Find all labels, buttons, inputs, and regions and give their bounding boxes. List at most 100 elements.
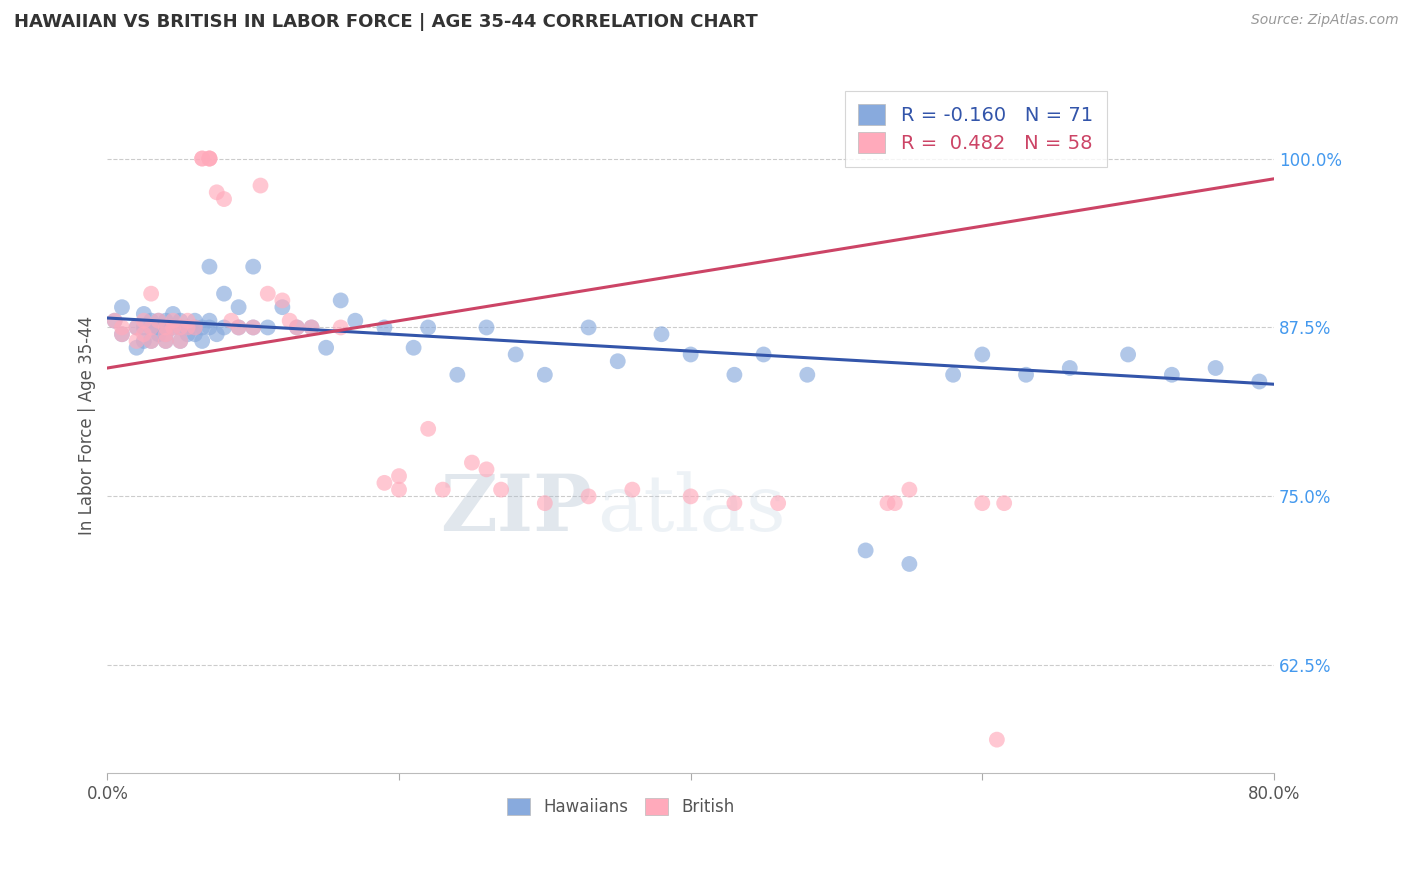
Point	[796, 368, 818, 382]
Point	[650, 327, 672, 342]
Point	[329, 320, 352, 334]
Point	[766, 496, 789, 510]
Point	[155, 327, 177, 342]
Point	[169, 314, 191, 328]
Point	[148, 320, 170, 334]
Point	[301, 320, 323, 334]
Point	[271, 293, 294, 308]
Point	[578, 320, 600, 334]
Point	[621, 483, 644, 497]
Point	[139, 334, 162, 348]
Point	[198, 152, 221, 166]
Point	[418, 320, 440, 334]
Point	[1059, 361, 1081, 376]
Point	[1160, 368, 1182, 382]
Point	[942, 368, 965, 382]
Point	[373, 320, 395, 334]
Point	[198, 152, 221, 166]
Point	[184, 320, 207, 334]
Point	[162, 320, 184, 334]
Point	[191, 152, 214, 166]
Point	[184, 314, 207, 328]
Point	[148, 314, 170, 328]
Point	[111, 320, 134, 334]
Text: Source: ZipAtlas.com: Source: ZipAtlas.com	[1251, 13, 1399, 28]
Point	[205, 327, 228, 342]
Point	[228, 320, 250, 334]
Point	[883, 496, 905, 510]
Point	[176, 320, 198, 334]
Point	[1249, 375, 1271, 389]
Point	[162, 307, 184, 321]
Point	[176, 320, 198, 334]
Point	[418, 422, 440, 436]
Point	[212, 192, 235, 206]
Point	[679, 347, 702, 361]
Point	[111, 327, 134, 342]
Point	[139, 320, 162, 334]
Point	[1015, 368, 1038, 382]
Point	[125, 334, 148, 348]
Point	[315, 341, 337, 355]
Point	[184, 327, 207, 342]
Point	[155, 327, 177, 342]
Point	[132, 307, 155, 321]
Point	[132, 327, 155, 342]
Point	[285, 320, 308, 334]
Point	[256, 286, 278, 301]
Point	[329, 293, 352, 308]
Point	[155, 334, 177, 348]
Point	[191, 152, 214, 166]
Point	[132, 320, 155, 334]
Point	[373, 475, 395, 490]
Point	[198, 314, 221, 328]
Point	[606, 354, 628, 368]
Point	[155, 320, 177, 334]
Point	[256, 320, 278, 334]
Point	[162, 320, 184, 334]
Y-axis label: In Labor Force | Age 35-44: In Labor Force | Age 35-44	[79, 316, 96, 535]
Point	[461, 456, 484, 470]
Point	[249, 178, 271, 193]
Text: atlas: atlas	[598, 471, 786, 547]
Point	[388, 483, 411, 497]
Point	[402, 341, 425, 355]
Point	[125, 341, 148, 355]
Point	[198, 260, 221, 274]
Text: HAWAIIAN VS BRITISH IN LABOR FORCE | AGE 35-44 CORRELATION CHART: HAWAIIAN VS BRITISH IN LABOR FORCE | AGE…	[14, 13, 758, 31]
Point	[475, 462, 498, 476]
Point	[104, 314, 127, 328]
Point	[148, 314, 170, 328]
Point	[534, 496, 557, 510]
Point	[132, 334, 155, 348]
Point	[148, 327, 170, 342]
Point	[111, 300, 134, 314]
Point	[176, 314, 198, 328]
Point	[155, 314, 177, 328]
Point	[505, 347, 527, 361]
Point	[242, 320, 264, 334]
Point	[876, 496, 898, 510]
Point	[446, 368, 468, 382]
Point	[176, 327, 198, 342]
Point	[191, 334, 214, 348]
Point	[898, 483, 921, 497]
Point	[534, 368, 557, 382]
Point	[432, 483, 454, 497]
Point	[388, 469, 411, 483]
Point	[993, 496, 1015, 510]
Point	[228, 320, 250, 334]
Point	[228, 300, 250, 314]
Point	[212, 286, 235, 301]
Point	[972, 496, 994, 510]
Point	[205, 186, 228, 200]
Point	[752, 347, 775, 361]
Point	[139, 334, 162, 348]
Point	[139, 314, 162, 328]
Point	[155, 334, 177, 348]
Point	[104, 314, 127, 328]
Point	[242, 320, 264, 334]
Point	[191, 320, 214, 334]
Point	[242, 260, 264, 274]
Point	[723, 496, 745, 510]
